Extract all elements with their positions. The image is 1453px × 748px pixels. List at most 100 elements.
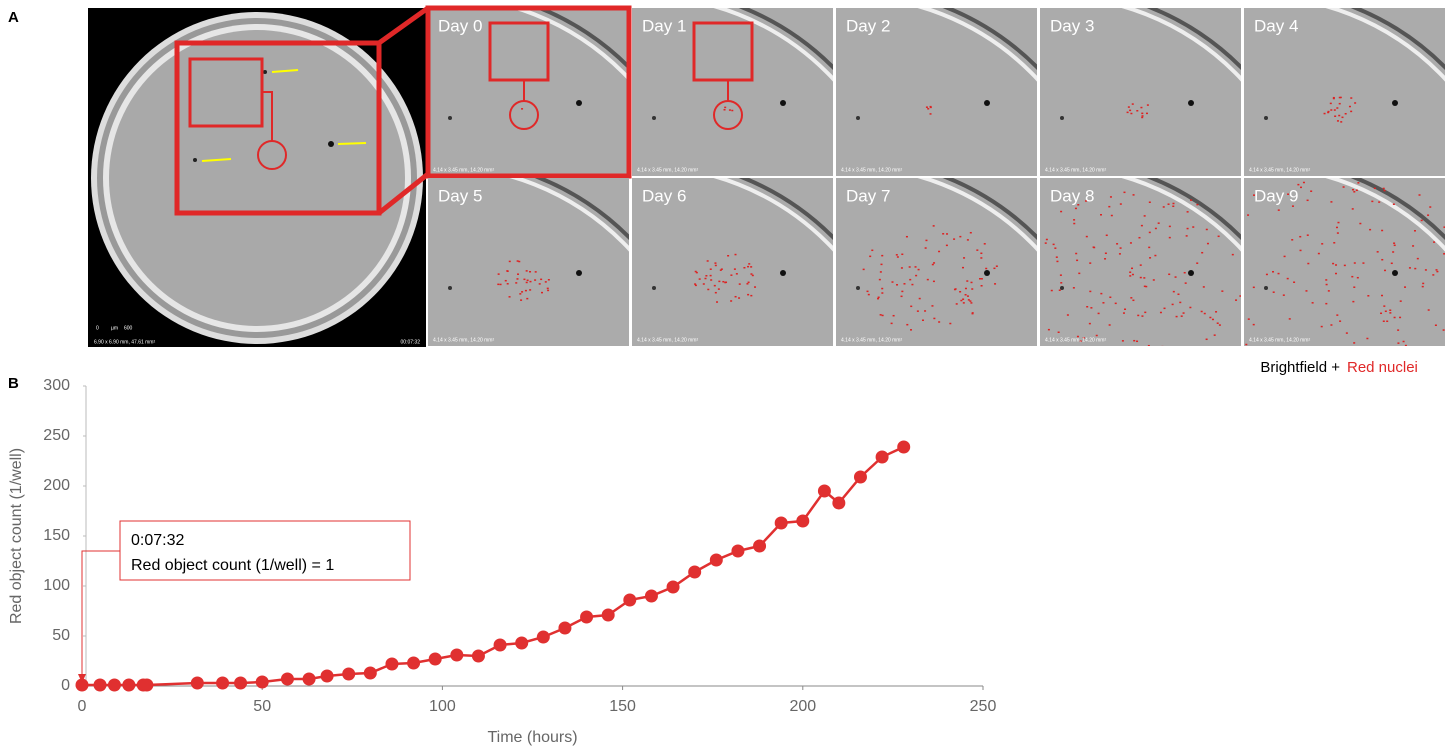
data-point xyxy=(537,631,550,644)
nucleus xyxy=(919,298,921,300)
data-point xyxy=(122,679,135,692)
nucleus xyxy=(1060,282,1062,284)
data-point xyxy=(303,673,316,686)
nucleus xyxy=(545,281,547,283)
nucleus xyxy=(1383,188,1385,190)
nucleus xyxy=(891,281,893,283)
nucleus xyxy=(1252,353,1254,355)
day-label: Day 2 xyxy=(846,16,890,35)
nucleus xyxy=(1140,277,1142,279)
nucleus xyxy=(1352,382,1354,384)
nucleus xyxy=(994,283,996,285)
nucleus xyxy=(1353,191,1355,193)
x-tick-label: 250 xyxy=(970,698,997,715)
nucleus xyxy=(1133,340,1135,342)
nucleus xyxy=(1154,255,1156,257)
object xyxy=(263,70,267,74)
nucleus xyxy=(909,279,911,281)
nucleus xyxy=(1381,230,1383,232)
nucleus xyxy=(529,281,531,283)
nucleus xyxy=(1310,190,1312,192)
nucleus xyxy=(1141,354,1143,356)
data-point xyxy=(385,658,398,671)
nucleus xyxy=(509,261,511,263)
figure: A B 0 µm 600 6.90 x 6.90 mm, 47.61 mm² 0… xyxy=(0,0,1453,748)
nucleus xyxy=(535,271,537,273)
nucleus xyxy=(526,298,528,300)
nucleus xyxy=(1245,344,1247,346)
nucleus xyxy=(1130,113,1132,115)
nucleus xyxy=(1204,313,1206,315)
nucleus xyxy=(922,320,924,322)
nucleus xyxy=(1334,109,1336,111)
y-tick-label: 100 xyxy=(43,577,70,594)
data-point xyxy=(94,679,107,692)
nucleus xyxy=(1217,322,1219,324)
nucleus xyxy=(1212,319,1214,321)
nucleus xyxy=(1332,263,1334,265)
data-point xyxy=(108,679,121,692)
nucleus xyxy=(1141,117,1143,119)
nucleus xyxy=(1100,293,1102,295)
nucleus xyxy=(1106,235,1108,237)
nucleus xyxy=(1219,324,1221,326)
nucleus xyxy=(1181,315,1183,317)
nucleus xyxy=(1337,120,1339,122)
nucleus xyxy=(695,271,697,273)
nucleus xyxy=(906,324,908,326)
nucleus xyxy=(718,281,720,283)
nucleus xyxy=(1196,204,1198,206)
nucleus xyxy=(1140,264,1142,266)
nucleus xyxy=(971,288,973,290)
nucleus xyxy=(1394,245,1396,247)
nucleus xyxy=(694,283,696,285)
nucleus xyxy=(1325,303,1327,305)
data-point xyxy=(796,515,809,528)
nucleus xyxy=(1328,290,1330,292)
nucleus xyxy=(716,301,718,303)
nucleus xyxy=(715,292,717,294)
nucleus xyxy=(1356,190,1358,192)
nucleus xyxy=(1172,203,1174,205)
nucleus xyxy=(1163,206,1165,208)
nucleus xyxy=(1350,97,1352,99)
nucleus xyxy=(1278,209,1280,211)
nucleus xyxy=(1383,305,1385,307)
data-point xyxy=(364,667,377,680)
object xyxy=(1392,100,1398,106)
nucleus xyxy=(1133,194,1135,196)
nucleus xyxy=(1339,103,1341,105)
annotation-text: 0:07:32 xyxy=(131,532,184,549)
nucleus xyxy=(897,256,899,258)
nucleus xyxy=(1448,281,1450,283)
nucleus xyxy=(730,274,732,276)
nucleus xyxy=(984,243,986,245)
y-tick-label: 150 xyxy=(43,527,70,544)
nucleus xyxy=(1392,378,1394,380)
nucleus xyxy=(903,283,905,285)
nucleus xyxy=(1307,263,1309,265)
nucleus xyxy=(1153,279,1155,281)
nucleus xyxy=(1160,312,1162,314)
nucleus xyxy=(1164,308,1166,310)
nucleus xyxy=(1132,300,1134,302)
nucleus xyxy=(1130,242,1132,244)
nucleus xyxy=(1380,313,1382,315)
arrow xyxy=(338,143,366,144)
nucleus xyxy=(748,282,750,284)
nucleus xyxy=(1326,284,1328,286)
nucleus xyxy=(1394,317,1396,319)
nucleus xyxy=(718,288,720,290)
data-point xyxy=(818,485,831,498)
nucleus xyxy=(515,282,517,284)
nucleus xyxy=(1060,211,1062,213)
nucleus xyxy=(1330,324,1332,326)
nucleus xyxy=(747,266,749,268)
day-label: Day 5 xyxy=(438,186,482,205)
nucleus xyxy=(1393,203,1395,205)
nucleus xyxy=(1130,297,1132,299)
nucleus xyxy=(1343,186,1345,188)
object xyxy=(652,116,656,120)
nucleus xyxy=(1161,346,1163,348)
nucleus xyxy=(1389,312,1391,314)
